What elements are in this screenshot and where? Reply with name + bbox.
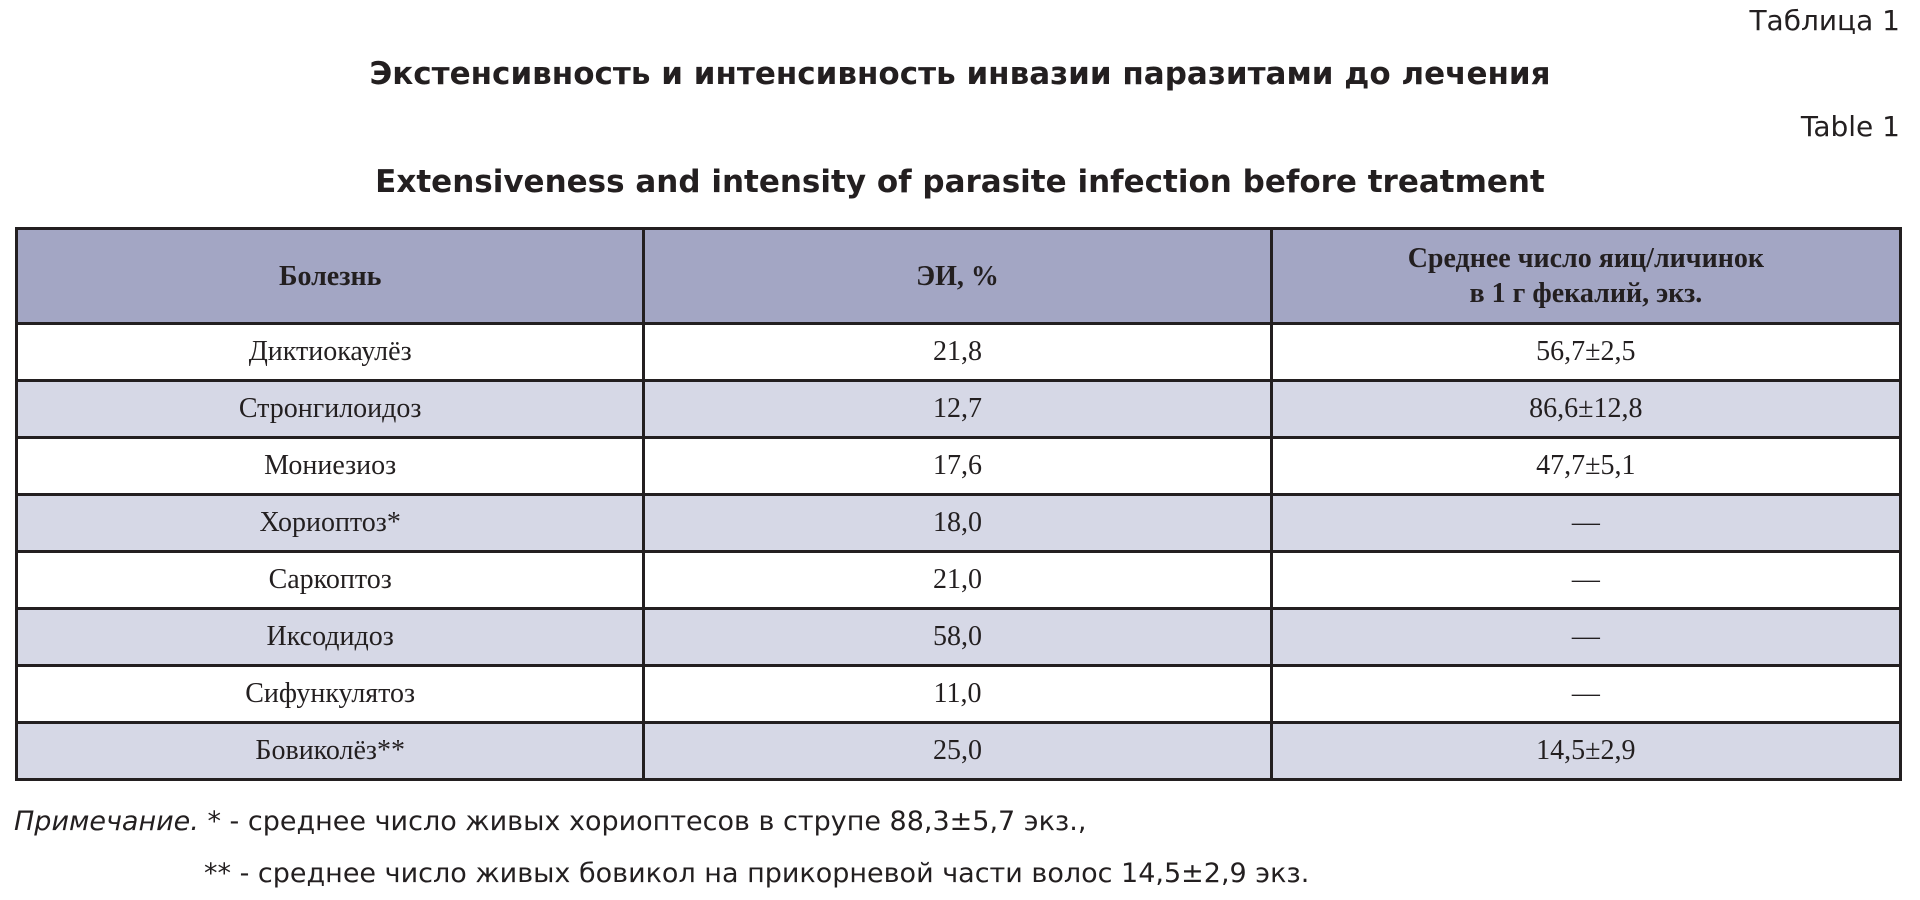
table-row: Саркоптоз 21,0— (14, 550, 1903, 610)
table-cell: 25,0 (642, 721, 1273, 781)
header-row: Болезнь ЭИ, % Среднее число яиц/личинок в … (14, 227, 1903, 325)
column-header: Болезнь (14, 227, 646, 325)
note-label: Примечание. (14, 806, 199, 837)
data-table: Болезнь ЭИ, % Среднее число яиц/личинок в … (14, 227, 1903, 781)
column-header: ЭИ, % (642, 227, 1273, 325)
table-label-ru: Таблица 1 (1749, 4, 1900, 37)
title-ru: Экстенсивность и интенсивность инвазии п… (369, 56, 1551, 92)
table-cell: 18,0 (642, 493, 1273, 553)
table-cell: Диктиокаулёз (14, 322, 646, 382)
table-cell: Иксодидоз (14, 607, 646, 667)
table-cell: Стронгилоидоз (14, 379, 646, 439)
table-row: Иксодидоз 58,0— (14, 607, 1903, 667)
table-cell: 21,0 (642, 550, 1273, 610)
table-cell: Мониезиоз (14, 436, 646, 496)
table-label-en: Table 1 (1800, 110, 1900, 143)
table-row: Сифункулятоз 11,0— (14, 664, 1903, 724)
table-row: Хориоптоз* 18,0— (14, 493, 1903, 553)
table-cell: Саркоптоз (14, 550, 646, 610)
table-cell: — (1269, 607, 1903, 667)
table-cell: — (1269, 550, 1903, 610)
column-header: Среднее число яиц/личинок в 1 г фекалий,… (1269, 227, 1903, 325)
table-cell: 11,0 (642, 664, 1273, 724)
table-cell: Сифункулятоз (14, 664, 646, 724)
table-cell: 56,7±2,5 (1269, 322, 1903, 382)
table-cell: 47,7±5,1 (1269, 436, 1903, 496)
table-cell: Бовиколёз** (14, 721, 646, 781)
table-row: Мониезиоз 17,6 47,7±5,1 (14, 436, 1903, 496)
table-body: Диктиокаулёз 21,8 56,7±2,5 Стронгилоидоз 12,… (14, 322, 1903, 781)
table-cell: 12,7 (642, 379, 1273, 439)
table-cell: — (1269, 493, 1903, 553)
note-text: * - среднее число живых хориоптесов в ст… (207, 806, 1087, 837)
table-cell: — (1269, 664, 1903, 724)
table-cell: 14,5±2,9 (1269, 721, 1903, 781)
table-row: Диктиокаулёз 21,8 56,7±2,5 (14, 322, 1903, 382)
table-cell: 17,6 (642, 436, 1273, 496)
note-line: Примечание. * - среднее число живых хори… (14, 806, 1086, 837)
table-cell: 86,6±12,8 (1269, 379, 1903, 439)
title-en: Extensiveness and intensity of parasite … (375, 164, 1545, 200)
table-row: Бовиколёз** 25,0 14,5±2,9 (14, 721, 1903, 781)
table-row: Стронгилоидоз 12,7 86,6±12,8 (14, 379, 1903, 439)
table-cell: 58,0 (642, 607, 1273, 667)
note-text: ** - среднее число живых бовикол на прик… (204, 858, 1310, 889)
table-cell: Хориоптоз* (14, 493, 646, 553)
table-cell: 21,8 (642, 322, 1273, 382)
